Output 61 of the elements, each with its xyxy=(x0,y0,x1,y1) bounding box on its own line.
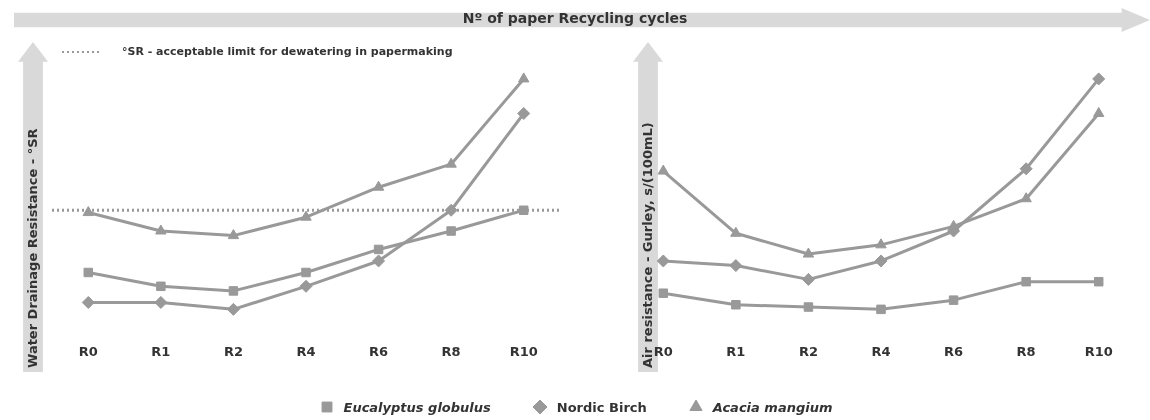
x-tick-label: R1 xyxy=(726,343,746,359)
legend-label: Nordic Birch xyxy=(556,399,647,415)
y-axis-title: Water Drainage Resistance - °SR xyxy=(25,128,40,368)
point xyxy=(803,302,814,312)
point xyxy=(658,288,669,298)
x-tick-label: R6 xyxy=(369,343,389,359)
point xyxy=(875,238,887,249)
point xyxy=(517,106,531,120)
point xyxy=(874,254,888,268)
point xyxy=(373,244,384,255)
point xyxy=(226,302,240,316)
point xyxy=(156,281,166,292)
point xyxy=(82,206,94,217)
point xyxy=(154,295,168,309)
legend-label: Eucalyptus globulus xyxy=(343,399,491,415)
x-tick-label: R8 xyxy=(441,343,461,359)
point xyxy=(83,267,94,278)
x-tick-label: R6 xyxy=(944,343,964,359)
point xyxy=(155,224,167,235)
point xyxy=(227,229,240,240)
point xyxy=(657,164,669,175)
point xyxy=(445,157,457,168)
point xyxy=(372,254,386,268)
x-tick-label: R0 xyxy=(78,343,98,359)
x-tick-label: R2 xyxy=(798,343,818,359)
point xyxy=(372,180,385,191)
chart-title: Nº of paper Recycling cycles xyxy=(461,10,689,26)
point xyxy=(876,304,886,315)
point xyxy=(1020,192,1032,203)
point xyxy=(802,247,815,258)
point xyxy=(299,279,313,293)
point xyxy=(731,300,741,310)
x-tick-label: R0 xyxy=(653,343,673,359)
point xyxy=(301,267,311,278)
legend-label: Acacia mangium xyxy=(712,399,833,415)
x-tick-label: R10 xyxy=(509,343,538,359)
point xyxy=(518,205,529,216)
x-tick-label: R4 xyxy=(871,343,891,359)
point xyxy=(300,210,312,221)
point xyxy=(446,226,456,236)
y-axis-title: Air resistance - Gurley, s/(100mL) xyxy=(640,122,655,368)
legend-label: °SR - acceptable limit for dewatering in papermaking xyxy=(122,44,453,58)
point xyxy=(1021,276,1031,287)
point xyxy=(947,219,960,230)
x-tick-label: R2 xyxy=(223,343,243,359)
point xyxy=(1093,106,1105,117)
x-tick-label: R1 xyxy=(151,343,171,359)
point xyxy=(730,226,742,237)
point xyxy=(518,72,530,83)
x-tick-label: R10 xyxy=(1084,343,1113,359)
point xyxy=(228,286,239,296)
point xyxy=(729,259,743,273)
x-tick-label: R4 xyxy=(296,343,316,359)
point xyxy=(656,254,670,268)
point xyxy=(444,203,458,217)
point xyxy=(1019,162,1033,176)
x-tick-label: R8 xyxy=(1016,343,1036,359)
point xyxy=(801,272,815,286)
point xyxy=(81,295,95,309)
point xyxy=(1093,276,1104,287)
point xyxy=(948,295,959,305)
